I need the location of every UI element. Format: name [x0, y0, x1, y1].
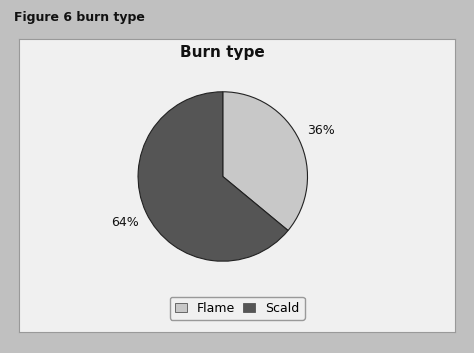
Legend: Flame, Scald: Flame, Scald [170, 297, 304, 320]
Title: Burn type: Burn type [181, 45, 265, 60]
Text: 64%: 64% [111, 216, 138, 229]
Text: 36%: 36% [307, 124, 335, 137]
Wedge shape [223, 92, 308, 231]
Wedge shape [138, 92, 288, 261]
Text: Figure 6 burn type: Figure 6 burn type [14, 11, 145, 24]
